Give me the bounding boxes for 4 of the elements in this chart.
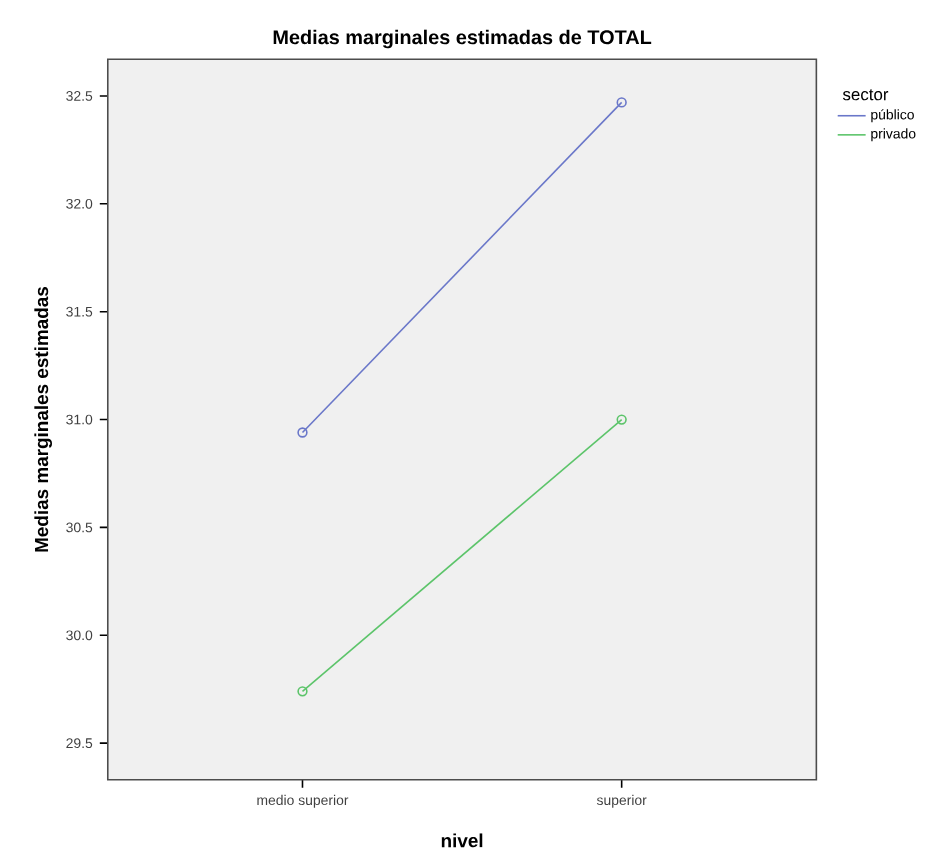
- y-axis-title: Medias marginales estimadas: [34, 287, 53, 552]
- x-axis-title: nivel: [441, 833, 483, 848]
- legend-title: sector: [842, 89, 889, 101]
- chart-title: Medias marginales estimadas de TOTAL: [273, 29, 652, 49]
